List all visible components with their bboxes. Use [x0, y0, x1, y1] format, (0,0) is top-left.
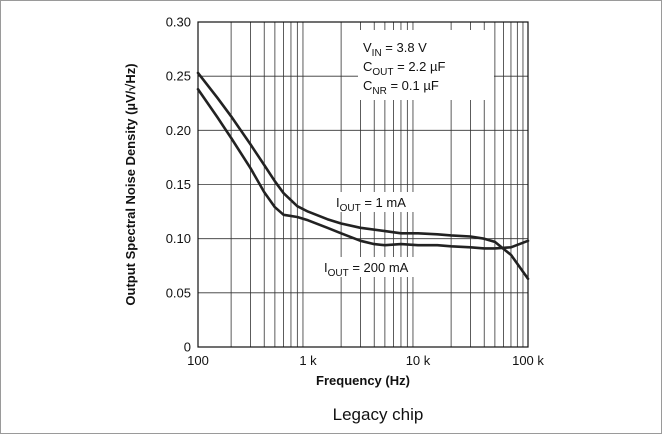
plot-border	[197, 21, 529, 348]
condition-line: COUT = 2.2 µF	[363, 59, 445, 78]
x-tick-label: 10 k	[406, 353, 431, 368]
series-labels: IOUT = 1 mA IOUT = 200 mA	[324, 195, 409, 279]
y-tick-label: 0.20	[166, 123, 191, 138]
y-tick-label: 0	[184, 340, 191, 355]
series-label-1ma: IOUT = 1 mA	[336, 195, 406, 214]
x-tick-label: 100 k	[512, 353, 544, 368]
y-tick-label: 0.05	[166, 285, 191, 300]
series-lines	[196, 71, 530, 281]
y-tick-label: 0.15	[166, 177, 191, 192]
y-tick-label: 0.30	[166, 15, 191, 30]
series-label-bg-200ma	[320, 257, 442, 277]
chart-caption: Legacy chip	[333, 405, 424, 424]
x-tick-label: 1 k	[299, 353, 317, 368]
y-tick-label: 0.10	[166, 231, 191, 246]
y-tick-label: 0.25	[166, 69, 191, 84]
x-tick-label: 100	[187, 353, 209, 368]
condition-line: CNR = 0.1 µF	[363, 78, 439, 97]
series-line-1ma	[196, 71, 530, 281]
y-axis-label: Output Spectral Noise Density (µV/√Hz)	[123, 63, 138, 305]
condition-line: VIN = 3.8 V	[363, 40, 427, 59]
tick-labels: 0 0.05 0.10 0.15 0.20 0.25 0.30 100 1 k 10 k 100 k	[166, 15, 545, 369]
series-line-200ma	[196, 87, 530, 250]
x-axis-label: Frequency (Hz)	[316, 373, 410, 388]
series-label-200ma: IOUT = 200 mA	[324, 260, 409, 279]
series-label-bg-1ma	[332, 192, 430, 212]
conditions-box	[358, 30, 494, 100]
